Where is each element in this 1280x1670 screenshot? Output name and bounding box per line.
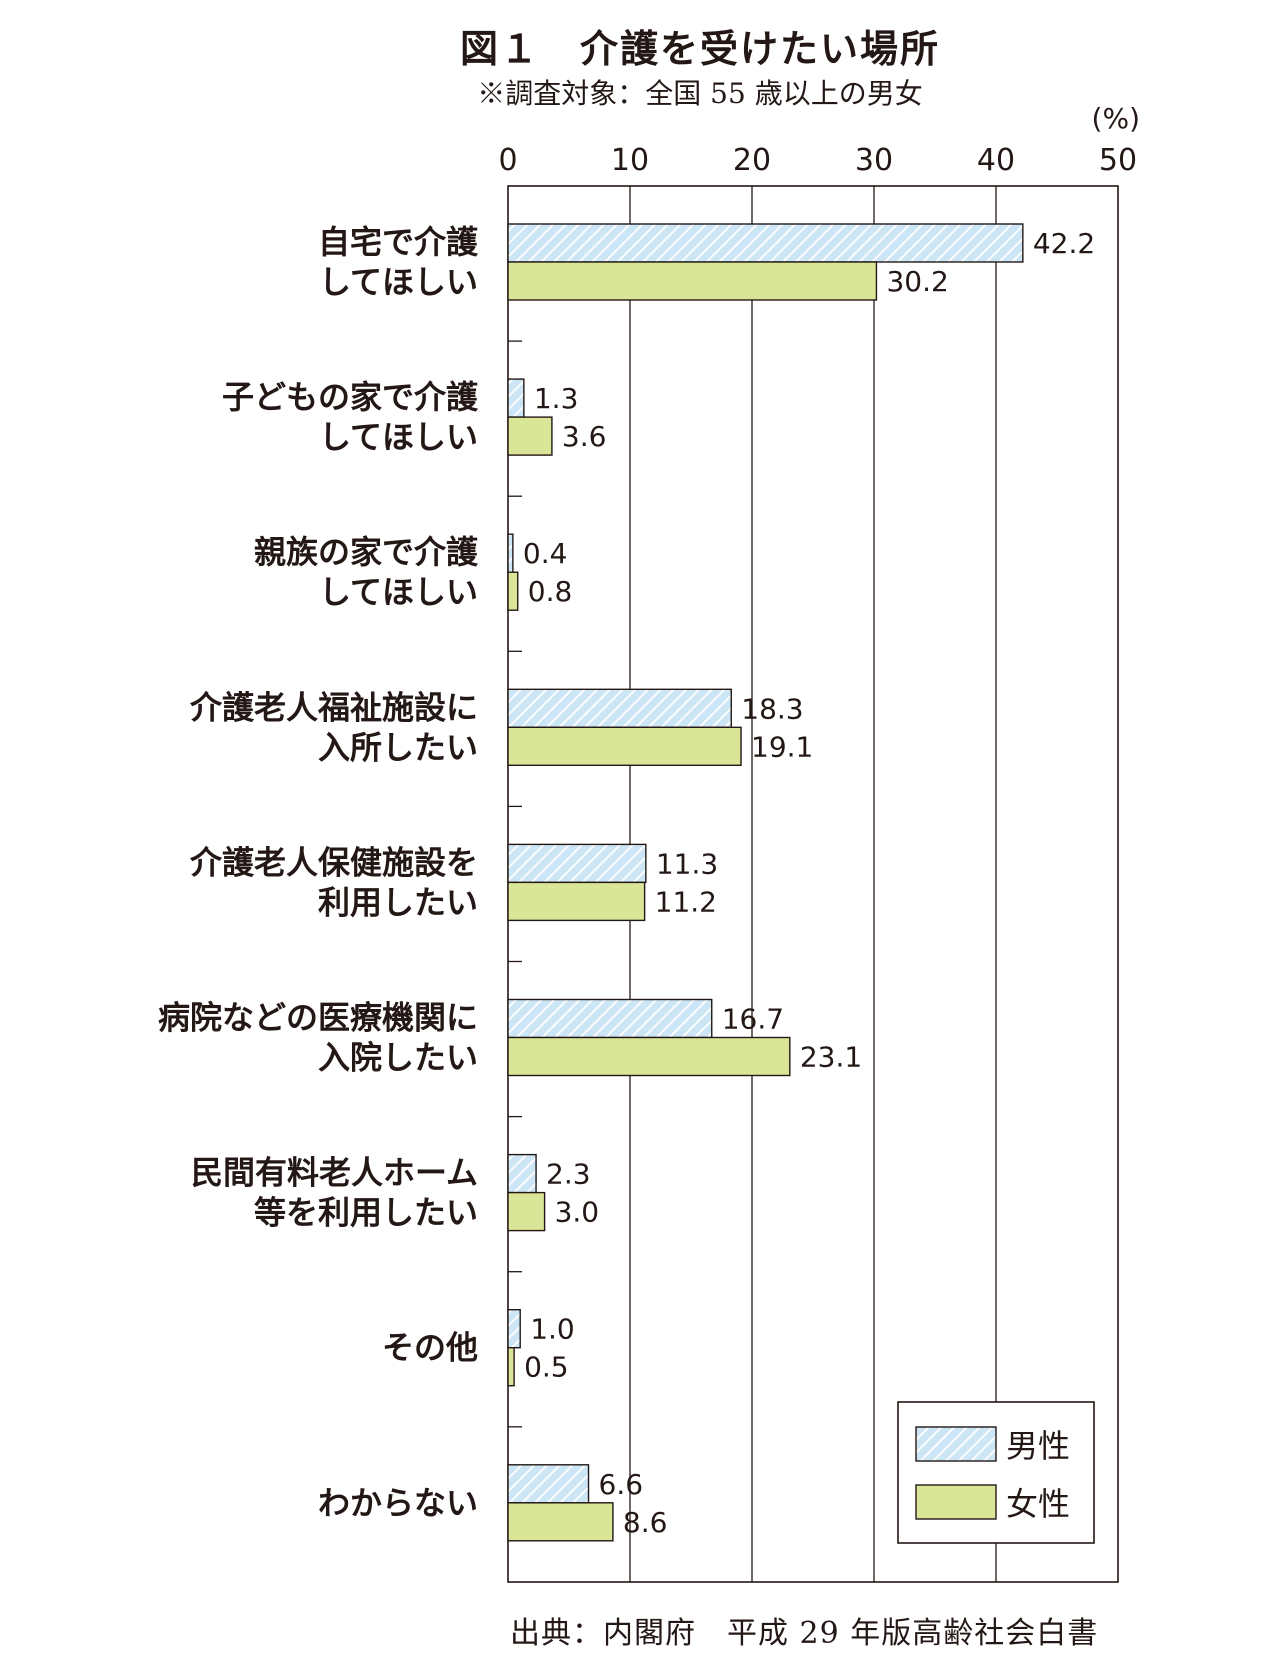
- x-tick-label: 50: [1099, 143, 1137, 178]
- x-tick-label: 20: [733, 143, 771, 178]
- bar-value-label: 30.2: [886, 265, 948, 298]
- bar-female: [507, 1036, 791, 1077]
- bar-male: [507, 998, 713, 1039]
- bar-female: [507, 1346, 515, 1387]
- bar-value-label: 3.6: [562, 420, 607, 453]
- category-label: 自宅で介護: [318, 223, 479, 261]
- category-label: 親族の家で介護: [254, 533, 479, 571]
- bar-value-label: 3.0: [555, 1196, 600, 1229]
- bar-female: [507, 416, 553, 456]
- bar-male: [507, 1308, 521, 1349]
- bar-value-label: 23.1: [800, 1041, 862, 1074]
- legend-swatch-male: [915, 1426, 997, 1462]
- category-label: 介護老人保健施設を: [189, 843, 478, 881]
- category-label: 等を利用したい: [254, 1194, 478, 1232]
- bar-male: [507, 1464, 590, 1504]
- x-tick-label: 10: [611, 143, 649, 178]
- x-tick-label: 30: [855, 143, 893, 178]
- bar-value-label: 42.2: [1033, 227, 1095, 260]
- bar-female: [507, 881, 646, 922]
- chart-subtitle: ※調査対象：全国 55 歳以上の男女: [477, 77, 923, 110]
- category-label: してほしい: [319, 418, 478, 456]
- bar-value-label: 0.8: [528, 575, 573, 608]
- chart-title: 図１ 介護を受けたい場所: [459, 27, 940, 71]
- bar-male: [507, 378, 525, 418]
- legend-label: 女性: [1006, 1485, 1070, 1523]
- bar-value-label: 6.6: [599, 1468, 644, 1501]
- bar-female: [507, 571, 519, 611]
- x-tick-label: 0: [498, 143, 517, 178]
- legend-swatch-female: [915, 1484, 997, 1520]
- category-label: 介護老人福祉施設に: [189, 688, 478, 726]
- legend-label: 男性: [1006, 1427, 1070, 1465]
- source-note: 出典：内閣府 平成 29 年版高齢社会白書: [510, 1616, 1099, 1651]
- category-label: 民間有料老人ホーム: [191, 1154, 478, 1192]
- bar-value-label: 8.6: [623, 1506, 668, 1539]
- bar-male: [507, 843, 647, 884]
- category-label: 入所したい: [318, 728, 478, 766]
- axis-unit-label: (%): [1092, 102, 1140, 135]
- bar-female: [507, 1502, 614, 1542]
- category-label: してほしい: [319, 573, 478, 611]
- bar-value-label: 0.4: [523, 537, 568, 570]
- bar-value-label: 16.7: [722, 1003, 784, 1036]
- category-label: 入院したい: [318, 1039, 478, 1077]
- x-tick-label: 40: [977, 143, 1015, 178]
- bar-female: [507, 261, 878, 301]
- bar-male: [507, 533, 514, 573]
- category-label: 子どもの家で介護: [222, 378, 479, 416]
- category-label: その他: [382, 1329, 478, 1367]
- category-label: してほしい: [319, 263, 478, 301]
- bar-value-label: 19.1: [751, 730, 813, 763]
- bar-female: [507, 726, 742, 766]
- category-label: 病院などの医療機関に: [158, 999, 478, 1037]
- bar-male: [507, 688, 732, 728]
- bar-value-label: 2.3: [546, 1158, 591, 1191]
- bar-value-label: 11.2: [655, 885, 717, 918]
- bar-value-label: 11.3: [656, 847, 718, 880]
- bar-female: [507, 1191, 546, 1232]
- bar-value-label: 1.0: [530, 1313, 575, 1346]
- bar-value-label: 0.5: [524, 1351, 569, 1384]
- bar-value-label: 18.3: [741, 692, 803, 725]
- bar-male: [507, 1153, 537, 1194]
- category-label: 利用したい: [318, 883, 478, 921]
- category-label: わからない: [318, 1484, 478, 1522]
- bar-value-label: 1.3: [534, 382, 579, 415]
- bar-male: [507, 223, 1024, 263]
